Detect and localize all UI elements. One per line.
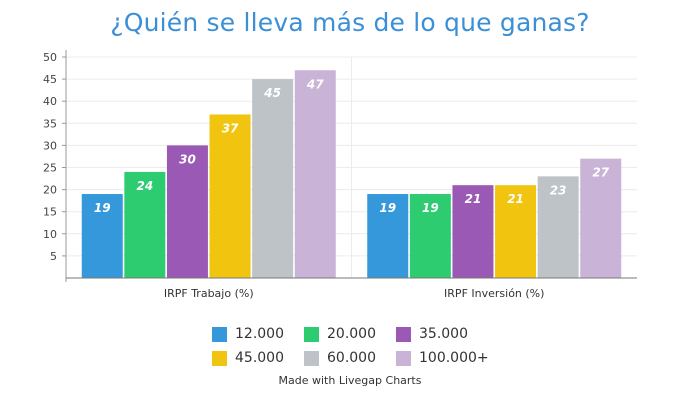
bar-45000-1 (495, 185, 537, 278)
legend-item: 60.000 (304, 349, 396, 367)
legend-item: 20.000 (304, 325, 396, 343)
data-label: 19 (379, 201, 396, 215)
data-label: 30 (179, 152, 196, 166)
y-tick-label: 20 (43, 184, 57, 197)
bar-60000-1 (537, 176, 579, 278)
legend-swatch (212, 326, 227, 342)
legend-swatch (304, 326, 319, 342)
legend-label: 45.000 (235, 350, 284, 366)
data-label: 27 (592, 166, 609, 180)
y-tick-label: 35 (43, 117, 57, 130)
legend-item: 35.000 (396, 325, 506, 343)
data-label: 19 (422, 201, 439, 215)
legend-item: 12.000 (212, 325, 304, 343)
bar-35000-0 (166, 145, 208, 278)
y-tick-label: 5 (50, 250, 57, 263)
legend-swatch (396, 326, 411, 342)
legend-label: 35.000 (419, 326, 468, 342)
bar-12000-0 (81, 194, 123, 278)
legend-swatch (304, 350, 319, 366)
bar-12000-1 (367, 194, 409, 278)
data-label: 21 (507, 192, 524, 206)
y-tick-label: 40 (43, 95, 57, 108)
legend-label: 60.000 (327, 350, 376, 366)
legend-label: 20.000 (327, 326, 376, 342)
y-tick-label: 45 (43, 73, 57, 86)
y-tick-label: 25 (43, 162, 57, 175)
bar-100000-0 (294, 70, 336, 278)
data-label: 21 (465, 192, 482, 206)
credit-text: Made with Livegap Charts (278, 374, 422, 387)
data-label: 23 (550, 183, 567, 197)
x-category-label: IRPF Inversión (%) (444, 287, 544, 300)
legend-item: 45.000 (212, 349, 304, 367)
chart-legend: 12.000 20.000 35.000 45.000 60.000 100.000+ (212, 325, 512, 367)
data-label: 47 (306, 77, 324, 91)
bar-35000-1 (452, 185, 494, 278)
data-label: 24 (136, 179, 153, 193)
data-label: 37 (222, 121, 239, 135)
legend-swatch (396, 350, 411, 366)
y-tick-label: 15 (43, 206, 57, 219)
x-category-label: IRPF Trabajo (%) (164, 287, 254, 300)
bar-45000-0 (209, 114, 251, 279)
bar-60000-0 (252, 79, 294, 278)
y-tick-label: 30 (43, 139, 57, 152)
bar-100000-1 (580, 158, 622, 278)
bar-20000-1 (409, 194, 451, 278)
legend-swatch (212, 350, 227, 366)
legend-item: 100.000+ (396, 349, 506, 367)
data-label: 19 (94, 201, 111, 215)
legend-label: 100.000+ (419, 350, 489, 366)
chart-title: ¿Quién se lleva más de lo que ganas? (110, 8, 590, 37)
bar-20000-0 (124, 171, 166, 278)
legend-label: 12.000 (235, 326, 284, 342)
y-tick-label: 50 (43, 51, 57, 64)
data-label: 45 (263, 86, 281, 100)
y-tick-label: 10 (43, 228, 57, 241)
